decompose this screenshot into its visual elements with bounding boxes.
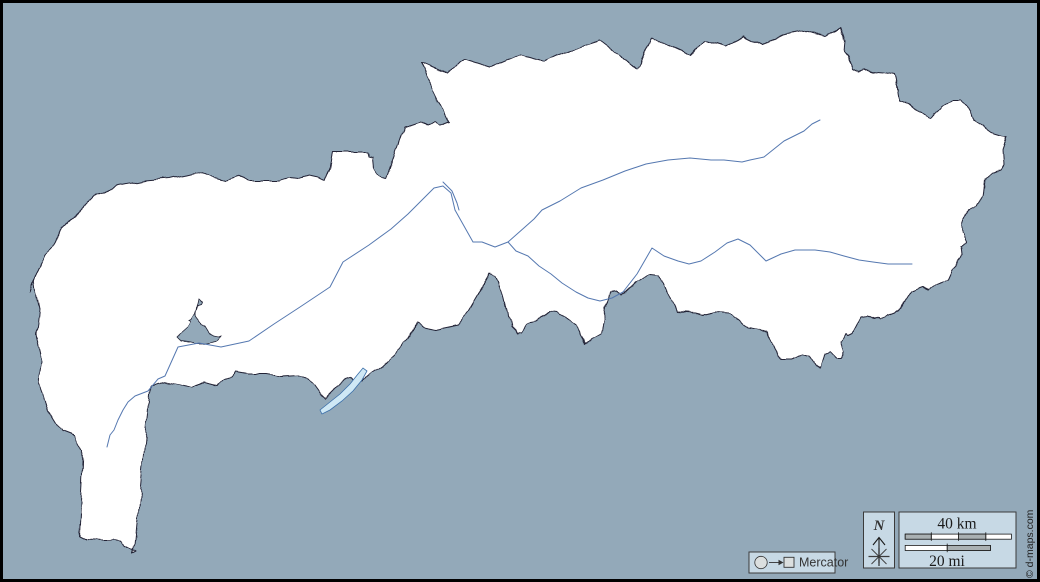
svg-text:© d-maps.com: © d-maps.com [1024, 509, 1036, 578]
svg-text:40 km: 40 km [937, 516, 976, 533]
svg-text:20 mi: 20 mi [929, 553, 965, 570]
svg-text:Mercator: Mercator [799, 556, 848, 570]
svg-text:N: N [873, 518, 886, 534]
